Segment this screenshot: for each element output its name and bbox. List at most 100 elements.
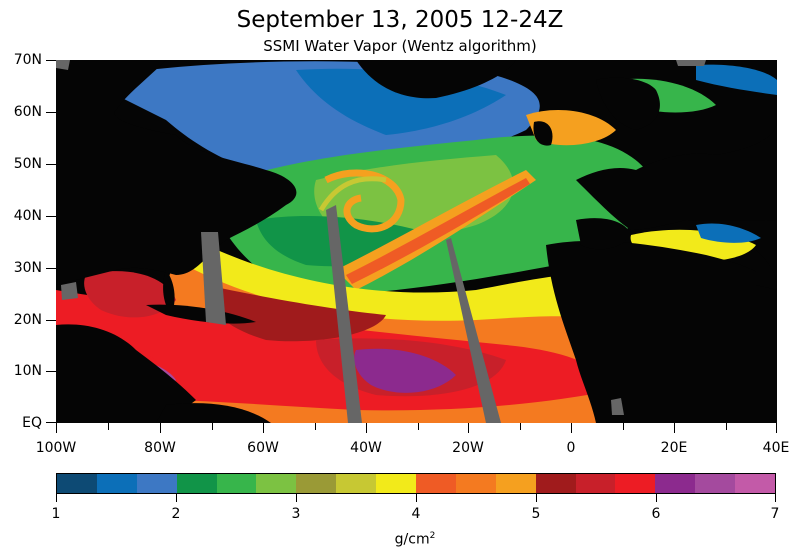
land-masses — [56, 60, 777, 423]
lat-label-20n: 20N — [13, 312, 42, 328]
colorbar-cell — [376, 474, 417, 493]
colorbar-cell — [735, 474, 776, 493]
land-cuba — [146, 304, 256, 324]
missing-data-swath — [326, 205, 362, 423]
units-text: g/cm — [394, 531, 430, 548]
lon-tick — [160, 423, 161, 433]
lat-tick — [46, 60, 56, 61]
land-greenland — [356, 60, 516, 99]
colorbar-label-2: 2 — [171, 506, 181, 522]
lon-label-100w: 100W — [35, 440, 77, 456]
land-south-america — [156, 403, 271, 423]
colorbar-cell — [575, 474, 616, 493]
colorbar-tick — [296, 494, 297, 502]
missing-data-swath — [611, 398, 624, 415]
lon-tick — [56, 423, 57, 433]
missing-data-swaths — [56, 60, 706, 423]
ocean-vapor-field — [56, 61, 777, 423]
lon-tick — [263, 423, 264, 433]
colorbar-cell — [96, 474, 137, 493]
colorbar-cell — [216, 474, 257, 493]
ocean-region — [696, 223, 761, 243]
lon-tick-minor — [520, 423, 521, 430]
colorbar-label-1: 1 — [51, 506, 61, 522]
lon-label-20e: 20E — [660, 440, 688, 456]
lon-label-80w: 80W — [144, 440, 176, 456]
lon-label-60w: 60W — [247, 440, 279, 456]
colorbar-tick — [775, 494, 776, 502]
land-florida — [163, 270, 175, 315]
land-north-america — [56, 60, 297, 285]
colorbar-cell — [535, 474, 576, 493]
ocean-region — [324, 169, 405, 233]
lon-tick — [468, 423, 469, 433]
lon-tick-minor — [623, 423, 624, 430]
lon-tick — [776, 423, 777, 433]
colorbar-tick — [416, 494, 417, 502]
colorbar-label-3: 3 — [291, 506, 301, 522]
ocean-region — [696, 64, 777, 95]
lon-label-20w: 20W — [452, 440, 484, 456]
lon-tick-minor — [418, 423, 419, 430]
colorbar-cell — [695, 474, 736, 493]
colorbar-cell — [455, 474, 496, 493]
colorbar-cell — [495, 474, 536, 493]
lon-label-40e: 40E — [762, 440, 790, 456]
colorbar-cell — [615, 474, 656, 493]
missing-data-swath — [201, 232, 226, 325]
missing-data-swath — [446, 238, 501, 423]
lat-tick — [46, 268, 56, 269]
lon-tick-minor — [726, 423, 727, 430]
lon-label-0: 0 — [566, 440, 576, 456]
land-europe — [576, 120, 777, 230]
colorbar-units: g/cm2 — [360, 527, 470, 549]
colorbar-label-7: 7 — [770, 506, 780, 522]
lat-label-10n: 10N — [13, 363, 42, 379]
lon-tick-minor — [315, 423, 316, 430]
lon-tick-minor — [212, 423, 213, 430]
lat-label-40n: 40N — [13, 208, 42, 224]
missing-data-swath — [56, 60, 70, 70]
lon-tick — [571, 423, 572, 433]
lat-tick — [46, 371, 56, 372]
land-middle-east — [756, 250, 777, 290]
colorbar-cell — [57, 474, 97, 493]
colorbar-cell — [296, 474, 337, 493]
colorbar-tick — [56, 494, 57, 502]
lat-label-50n: 50N — [13, 156, 42, 172]
lat-label-eq: EQ — [22, 415, 42, 431]
colorbar-cell — [655, 474, 696, 493]
lat-tick — [46, 320, 56, 321]
map-subtitle: SSMI Water Vapor (Wentz algorithm) — [263, 37, 537, 55]
land-iberia — [576, 218, 631, 250]
colorbar-cell — [336, 474, 377, 493]
land-central-america — [56, 324, 196, 423]
colorbar-label-4: 4 — [411, 506, 421, 522]
lat-tick — [46, 422, 56, 423]
map-canvas — [56, 60, 777, 423]
lon-label-40w: 40W — [350, 440, 382, 456]
missing-data-swath — [61, 282, 78, 300]
colorbar-cell — [256, 474, 297, 493]
colorbar-tick — [536, 494, 537, 502]
land-africa — [546, 240, 777, 423]
colorbar-tick — [656, 494, 657, 502]
lat-tick — [46, 112, 56, 113]
colorbar — [56, 473, 776, 494]
colorbar-label-6: 6 — [651, 506, 661, 522]
colorbar-label-5: 5 — [531, 506, 541, 522]
lon-tick — [674, 423, 675, 433]
lat-label-30n: 30N — [13, 260, 42, 276]
ocean-region — [346, 178, 530, 284]
colorbar-cell — [136, 474, 177, 493]
colorbar-tick — [176, 494, 177, 502]
ocean-region — [354, 348, 456, 393]
water-vapor-map — [56, 60, 777, 423]
map-title: September 13, 2005 12-24Z — [236, 7, 564, 33]
land-british-isles — [533, 121, 553, 146]
lat-tick — [46, 164, 56, 165]
land-scandinavia — [596, 77, 660, 130]
lon-tick-minor — [108, 423, 109, 430]
lat-label-70n: 70N — [13, 52, 42, 68]
units-superscript: 2 — [429, 531, 436, 541]
